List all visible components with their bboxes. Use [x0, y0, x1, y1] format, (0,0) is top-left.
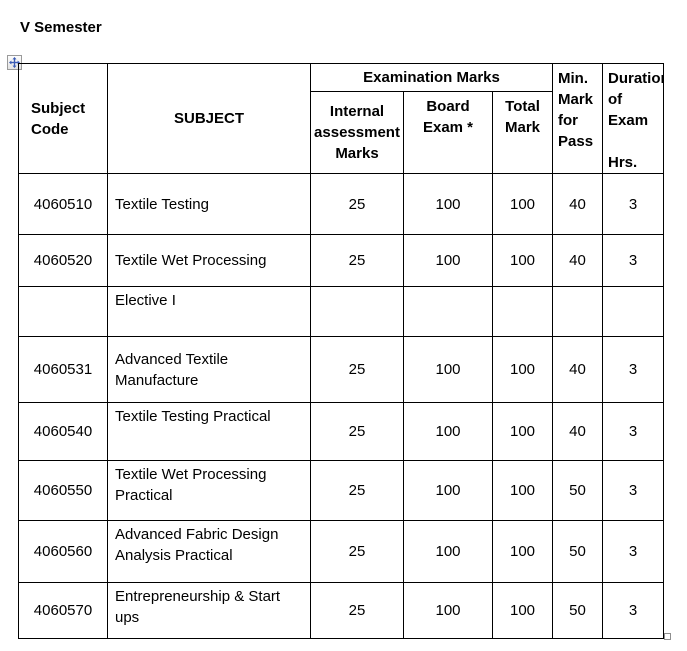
cell-internal-marks: 25 [310, 234, 404, 287]
header-row-top: Subject Code SUBJECT Examination Marks M… [18, 62, 664, 174]
cell-board-exam: 100 [403, 520, 493, 583]
header-examination-marks: Examination Marks [310, 62, 553, 93]
cell-total-mark: 100 [492, 520, 553, 583]
cell-total-mark: 100 [492, 460, 553, 521]
cell-subject-code: 4060510 [18, 173, 108, 235]
cell-internal-marks: 25 [310, 173, 404, 235]
table-resize-handle[interactable] [664, 633, 671, 640]
table-row: 4060531 Advanced Textile Manufacture 25 … [18, 336, 664, 403]
cell-min-pass [552, 286, 603, 337]
cell-internal-marks [310, 286, 404, 337]
header-min-mark-for-pass: Min. Mark for Pass [552, 63, 603, 174]
cell-min-pass: 40 [552, 173, 603, 235]
cell-subject-code [18, 286, 108, 337]
cell-duration: 3 [602, 460, 664, 521]
cell-total-mark: 100 [492, 336, 553, 403]
cell-internal-marks: 25 [310, 520, 404, 583]
header-total-mark: Total Mark [492, 91, 553, 174]
cell-board-exam: 100 [403, 336, 493, 403]
cell-subject: Advanced Fabric Design Analysis Practica… [107, 520, 311, 583]
cell-total-mark: 100 [492, 582, 553, 639]
cell-internal-marks: 25 [310, 336, 404, 403]
cell-subject-code: 4060531 [18, 336, 108, 403]
cell-subject-code: 4060550 [18, 460, 108, 521]
cell-subject: Textile Wet Processing Practical [107, 460, 311, 521]
table-row: 4060540 Textile Testing Practical 25 100… [18, 402, 664, 461]
cell-min-pass: 40 [552, 402, 603, 461]
table-row: 4060570 Entrepreneurship & Start ups 25 … [18, 582, 664, 639]
page-title: V Semester [20, 19, 102, 36]
cell-total-mark: 100 [492, 173, 553, 235]
cell-subject-code: 4060540 [18, 402, 108, 461]
cell-duration: 3 [602, 173, 664, 235]
cell-min-pass: 40 [552, 336, 603, 403]
cell-duration: 3 [602, 234, 664, 287]
cell-internal-marks: 25 [310, 460, 404, 521]
cell-min-pass: 40 [552, 234, 603, 287]
cell-subject-code: 4060570 [18, 582, 108, 639]
table-row: 4060560 Advanced Fabric Design Analysis … [18, 520, 664, 583]
cell-total-mark: 100 [492, 402, 553, 461]
table-row: 4060520 Textile Wet Processing 25 100 10… [18, 234, 664, 287]
cell-board-exam: 100 [403, 402, 493, 461]
cell-total-mark: 100 [492, 234, 553, 287]
cell-subject: Textile Testing Practical [107, 402, 311, 461]
table-row-elective: Elective I [18, 286, 664, 337]
cell-board-exam: 100 [403, 234, 493, 287]
table-row: 4060510 Textile Testing 25 100 100 40 3 [18, 173, 664, 235]
cell-internal-marks: 25 [310, 582, 404, 639]
table-row: 4060550 Textile Wet Processing Practical… [18, 460, 664, 521]
header-row-sub: Internal assessment Marks Board Exam * T… [19, 91, 664, 174]
cell-min-pass: 50 [552, 582, 603, 639]
cell-board-exam [403, 286, 493, 337]
cell-duration: 3 [602, 402, 664, 461]
cell-duration [602, 286, 664, 337]
cell-board-exam: 100 [403, 582, 493, 639]
cell-subject: Elective I [107, 286, 311, 337]
header-subject: SUBJECT [107, 63, 311, 174]
header-internal-assessment: Internal assessment Marks [310, 91, 404, 174]
cell-subject-code: 4060560 [18, 520, 108, 583]
header-board-exam: Board Exam * [403, 91, 493, 174]
cell-board-exam: 100 [403, 173, 493, 235]
cell-duration: 3 [602, 336, 664, 403]
cell-subject-code: 4060520 [18, 234, 108, 287]
cell-subject: Textile Testing [107, 173, 311, 235]
header-subject-code: Subject Code [18, 63, 108, 174]
cell-internal-marks: 25 [310, 402, 404, 461]
cell-total-mark [492, 286, 553, 337]
cell-min-pass: 50 [552, 460, 603, 521]
cell-subject: Entrepreneurship & Start ups [107, 582, 311, 639]
cell-duration: 3 [602, 520, 664, 583]
cell-duration: 3 [602, 582, 664, 639]
cell-subject: Textile Wet Processing [107, 234, 311, 287]
header-duration-of-exam: Duration of Exam Hrs. [602, 63, 664, 174]
cell-board-exam: 100 [403, 460, 493, 521]
semester-marks-table: Subject Code SUBJECT Examination Marks M… [18, 62, 664, 639]
cell-subject: Advanced Textile Manufacture [107, 336, 311, 403]
cell-min-pass: 50 [552, 520, 603, 583]
